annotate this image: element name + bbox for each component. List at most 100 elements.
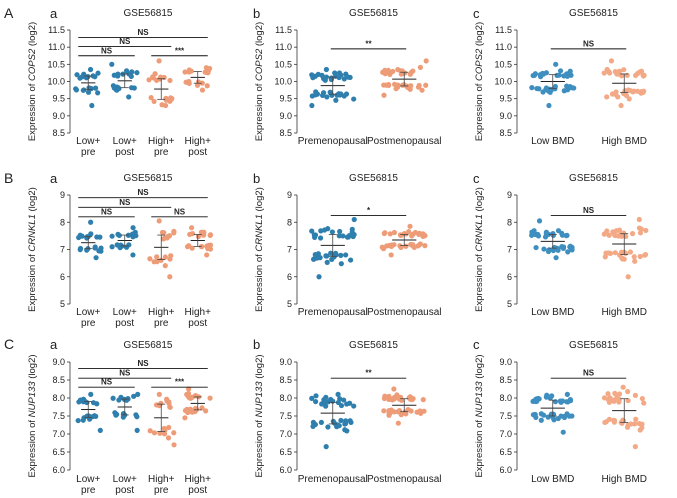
data-point <box>163 95 169 101</box>
x-category-label: Postmenopausal <box>367 136 442 147</box>
data-point <box>387 231 393 237</box>
y-label-prefix: Expression of <box>474 81 485 141</box>
data-point <box>337 396 343 402</box>
data-point <box>621 67 627 73</box>
data-point <box>612 250 618 256</box>
y-axis-label: Expression of NUP133 (log2) <box>474 354 485 477</box>
data-point <box>338 252 344 258</box>
x-category-label: Low BMD <box>531 307 574 318</box>
data-point <box>410 242 416 248</box>
data-point <box>184 406 190 412</box>
data-point <box>156 391 162 397</box>
data-point <box>323 253 329 259</box>
data-point <box>394 392 400 398</box>
data-point <box>636 216 642 223</box>
data-point <box>564 232 570 239</box>
data-point <box>410 68 416 74</box>
data-point <box>621 230 627 236</box>
data-point <box>382 393 388 399</box>
data-point <box>98 245 104 251</box>
data-point <box>151 98 157 105</box>
data-point <box>75 417 81 424</box>
y-tick-label: 7 <box>507 245 512 255</box>
data-group <box>110 391 141 433</box>
data-point <box>382 67 388 73</box>
y-label-gene: NUP133 <box>254 381 265 418</box>
data-point <box>633 416 639 422</box>
data-point <box>89 102 95 109</box>
data-point <box>417 241 423 247</box>
x-category-label-line2: pre <box>81 147 96 158</box>
y-tick-label: 8.5 <box>499 375 512 385</box>
data-point <box>157 430 163 436</box>
data-point <box>536 218 543 224</box>
data-point <box>93 255 99 261</box>
y-tick-label: 8 <box>60 217 65 227</box>
data-point <box>641 400 647 406</box>
y-tick-label: 9.0 <box>279 357 292 367</box>
data-point <box>549 393 555 399</box>
data-point <box>546 102 552 109</box>
x-category-label-line2: post <box>115 147 134 158</box>
data-point <box>125 395 131 402</box>
data-group <box>529 218 575 261</box>
y-tick-label: 7.0 <box>499 429 512 439</box>
y-axis-label: Expression of COPS2 (log2) <box>254 22 265 141</box>
y-tick-label: 6.0 <box>52 465 65 475</box>
data-point <box>632 258 638 264</box>
x-category-label: Low+ <box>76 136 100 147</box>
data-point <box>109 233 115 239</box>
data-point <box>390 68 396 75</box>
data-point <box>167 274 173 280</box>
data-point <box>186 386 192 392</box>
data-point <box>632 421 638 427</box>
x-category-label: Low BMD <box>531 474 574 485</box>
data-point <box>546 247 552 253</box>
data-point <box>135 391 141 397</box>
data-point <box>555 228 562 234</box>
y-tick-label: 8.5 <box>499 128 512 138</box>
data-point <box>88 231 94 237</box>
data-point <box>323 74 330 80</box>
data-point <box>612 69 618 75</box>
x-category-label-line2: post <box>115 485 134 496</box>
data-point <box>318 419 324 426</box>
data-point <box>189 230 196 237</box>
y-tick-label: 7 <box>60 245 65 255</box>
data-point <box>626 96 632 102</box>
y-label-prefix: Expression of <box>254 417 265 477</box>
data-point <box>153 402 160 408</box>
data-point <box>158 400 164 406</box>
data-point <box>168 95 174 101</box>
significance-label: NS <box>119 198 131 207</box>
data-point <box>316 274 322 280</box>
significance-label: NS <box>583 39 595 48</box>
data-point <box>607 395 613 401</box>
data-point <box>81 71 87 77</box>
data-point <box>129 69 135 75</box>
y-tick-label: 9.0 <box>52 111 65 121</box>
data-point <box>95 70 101 76</box>
data-point <box>417 64 424 70</box>
y-label-gene: CRNKL1 <box>27 214 38 252</box>
data-point <box>616 391 623 397</box>
data-point <box>332 250 339 256</box>
data-point <box>329 229 335 235</box>
data-point <box>416 82 422 89</box>
data-point <box>346 232 352 239</box>
y-label-prefix: Expression of <box>474 417 485 477</box>
y-axis-label: Expression of CRNKL1 (log2) <box>254 187 265 312</box>
y-tick-label: 6.5 <box>52 447 65 457</box>
y-tick-label: 6 <box>507 272 512 282</box>
chart-title: GSE56815 <box>349 340 398 351</box>
y-label-suffix: (log2) <box>474 187 485 214</box>
y-tick-label: 11.0 <box>275 42 292 52</box>
significance-label: NS <box>137 359 149 368</box>
data-point <box>336 70 343 76</box>
data-point <box>171 430 177 436</box>
data-point <box>337 228 343 235</box>
data-point <box>634 88 641 94</box>
data-point <box>338 417 344 424</box>
